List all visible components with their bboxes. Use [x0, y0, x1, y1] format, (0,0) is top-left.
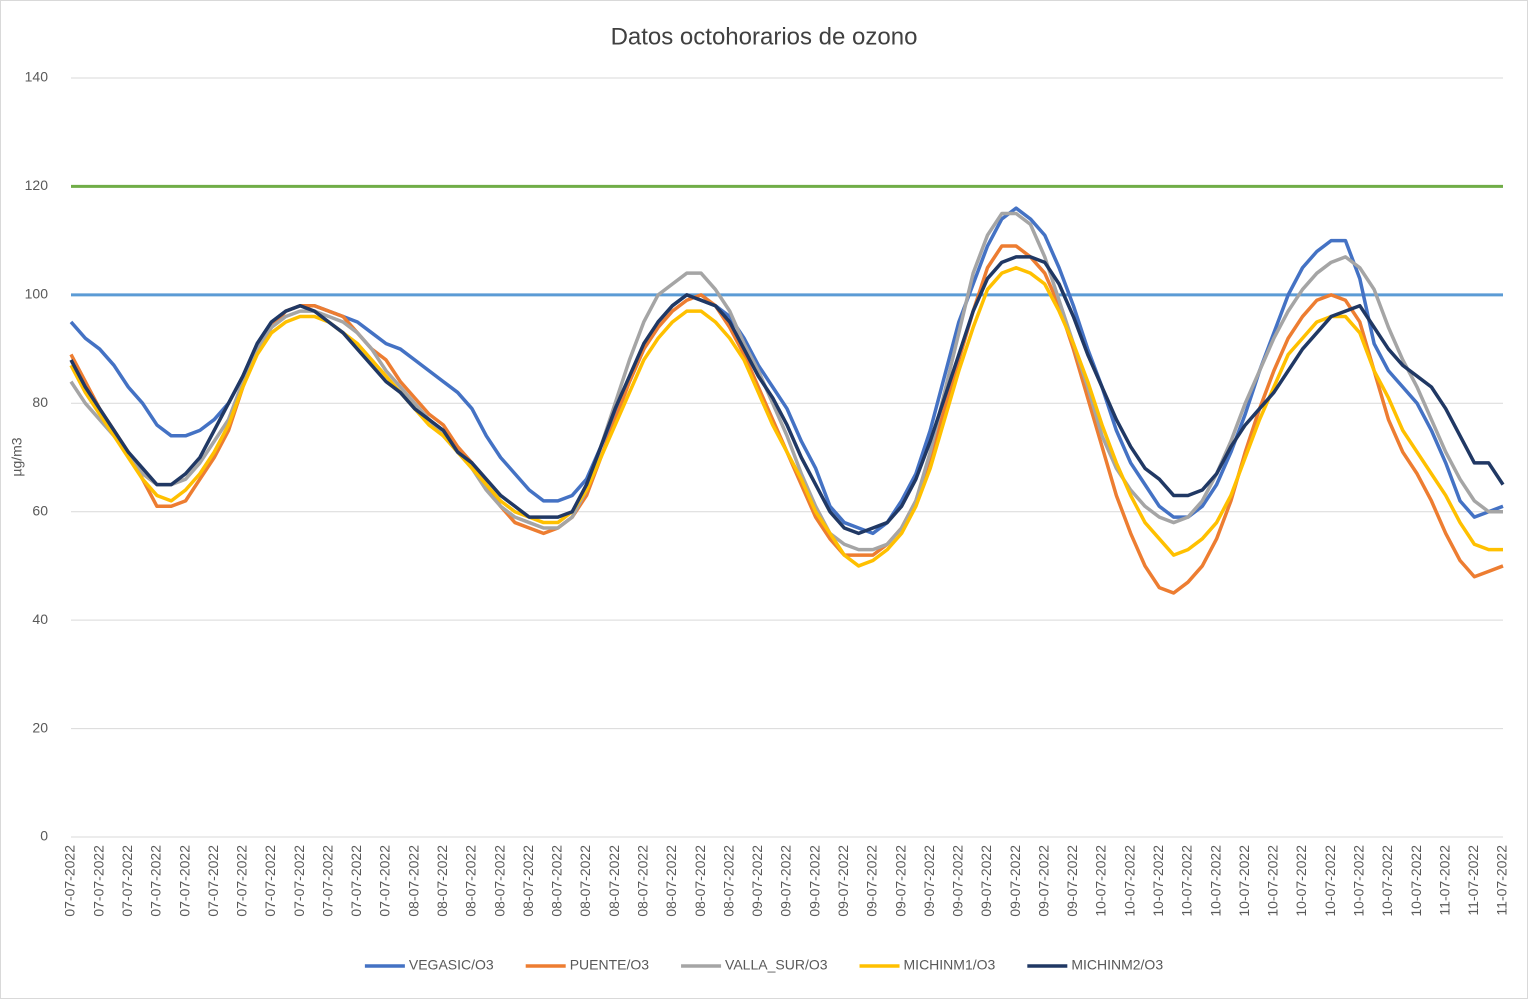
x-tick-label: 10-07-2022 [1351, 845, 1367, 917]
x-tick-label: 08-07-2022 [549, 845, 565, 917]
series-line [69, 266, 1503, 568]
x-tick-label: 07-07-2022 [176, 845, 192, 917]
x-tick-label: 10-07-2022 [1265, 845, 1281, 917]
x-tick-label: 10-07-2022 [1121, 845, 1137, 917]
x-tick-label: 08-07-2022 [692, 845, 708, 917]
y-tick-label: 60 [32, 502, 48, 518]
x-tick-label: 09-07-2022 [1007, 845, 1023, 917]
x-tick-label: 08-07-2022 [577, 845, 593, 917]
x-tick-label: 08-07-2022 [606, 845, 622, 917]
x-tick-label: 09-07-2022 [950, 845, 966, 917]
x-tick-label: 09-07-2022 [778, 845, 794, 917]
x-tick-label: 07-07-2022 [291, 845, 307, 917]
x-tick-label: 07-07-2022 [234, 845, 250, 917]
x-tick-label: 08-07-2022 [720, 845, 736, 917]
x-tick-label: 09-07-2022 [1035, 845, 1051, 917]
x-tick-label: 10-07-2022 [1236, 845, 1252, 917]
y-tick-label: 140 [25, 69, 49, 85]
x-tick-label: 09-07-2022 [864, 845, 880, 917]
x-tick-label: 09-07-2022 [749, 845, 765, 917]
x-tick-label: 10-07-2022 [1179, 845, 1195, 917]
x-tick-label: 09-07-2022 [892, 845, 908, 917]
x-tick-label: 10-07-2022 [1322, 845, 1338, 917]
x-tick-label: 07-07-2022 [148, 845, 164, 917]
x-tick-label: 07-07-2022 [119, 845, 135, 917]
x-tick-label: 07-07-2022 [262, 845, 278, 917]
x-tick-label: 08-07-2022 [635, 845, 651, 917]
x-tick-label: 07-07-2022 [377, 845, 393, 917]
y-tick-label: 0 [40, 828, 48, 844]
y-tick-label: 80 [32, 394, 48, 410]
y-axis-label: µg/m3 [9, 437, 25, 476]
x-tick-label: 08-07-2022 [405, 845, 421, 917]
y-tick-label: 100 [25, 286, 49, 302]
x-tick-label: 10-07-2022 [1093, 845, 1109, 917]
x-tick-label: 11-07-2022 [1465, 845, 1481, 916]
x-tick-label: 08-07-2022 [663, 845, 679, 917]
legend-label: MICHINM1/O3 [904, 957, 996, 973]
x-tick-label: 11-07-2022 [1494, 845, 1510, 916]
x-tick-label: 07-07-2022 [348, 845, 364, 917]
x-tick-label: 11-07-2022 [1436, 845, 1452, 916]
y-tick-label: 120 [25, 177, 49, 193]
x-tick-label: 10-07-2022 [1207, 845, 1223, 917]
x-tick-label: 09-07-2022 [921, 845, 937, 917]
x-tick-label: 07-07-2022 [62, 845, 78, 917]
x-tick-label: 08-07-2022 [520, 845, 536, 917]
x-tick-label: 08-07-2022 [463, 845, 479, 917]
x-tick-label: 10-07-2022 [1408, 845, 1424, 917]
x-tick-label: 10-07-2022 [1379, 845, 1395, 917]
chart-title: Datos octohorarios de ozono [611, 23, 918, 50]
x-tick-label: 09-07-2022 [806, 845, 822, 917]
x-tick-label: 09-07-2022 [978, 845, 994, 917]
x-tick-label: 10-07-2022 [1293, 845, 1309, 917]
x-tick-label: 09-07-2022 [1064, 845, 1080, 917]
y-tick-label: 20 [32, 719, 48, 735]
series-line [69, 255, 1505, 536]
legend-label: VALLA_SUR/O3 [725, 957, 828, 973]
legend-label: VEGASIC/O3 [409, 957, 494, 973]
x-tick-label: 09-07-2022 [835, 845, 851, 917]
x-tick-label: 08-07-2022 [434, 845, 450, 917]
x-tick-label: 07-07-2022 [90, 845, 106, 917]
x-tick-label: 08-07-2022 [491, 845, 507, 917]
x-tick-label: 10-07-2022 [1150, 845, 1166, 917]
x-tick-label: 07-07-2022 [319, 845, 335, 917]
y-tick-label: 40 [32, 611, 48, 627]
legend-label: MICHINM2/O3 [1071, 957, 1163, 973]
x-tick-label: 07-07-2022 [205, 845, 221, 917]
legend-label: PUENTE/O3 [570, 957, 650, 973]
